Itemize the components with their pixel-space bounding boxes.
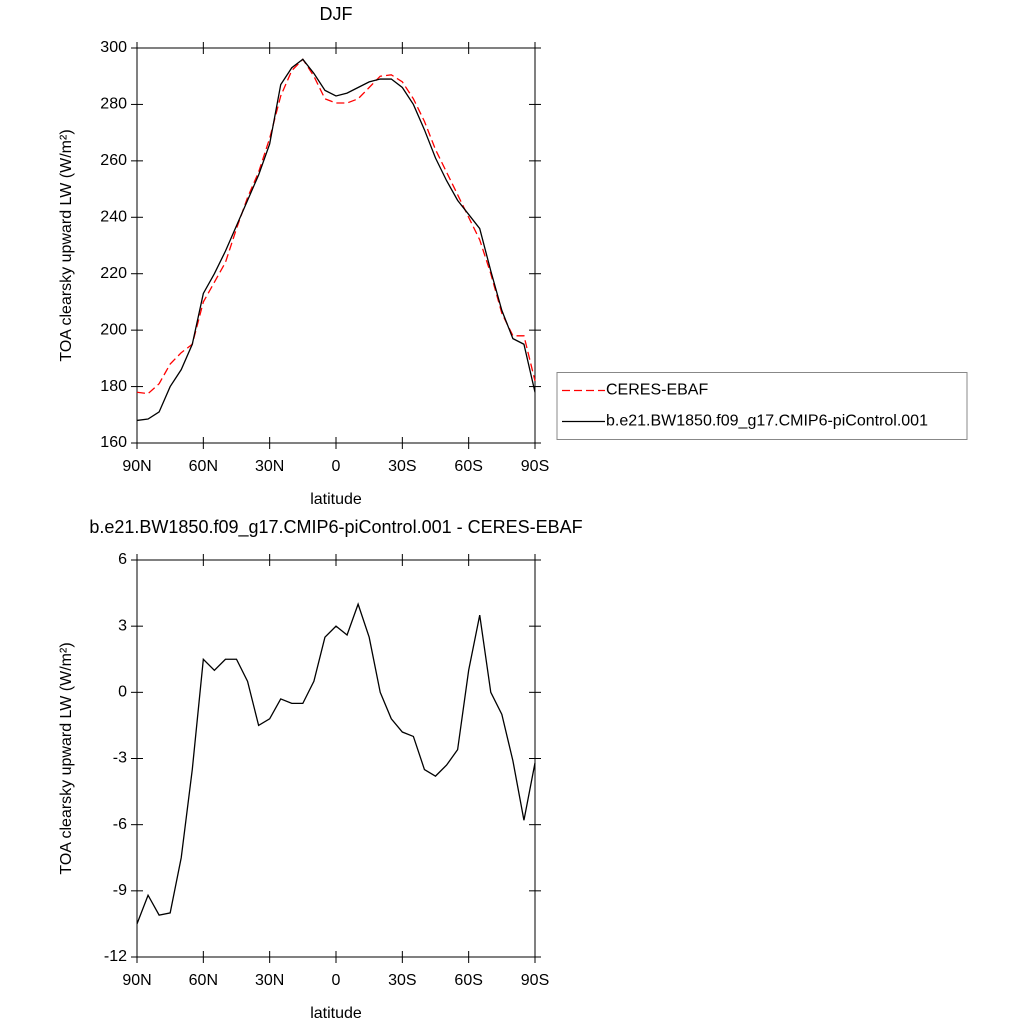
legend-label: b.e21.BW1850.f09_g17.CMIP6-piControl.001 bbox=[606, 413, 928, 430]
plot-frame bbox=[136, 47, 536, 444]
y-tick-label: 6 bbox=[118, 551, 127, 568]
y-tick-label: 280 bbox=[100, 96, 127, 113]
x-tick-label: 90N bbox=[122, 458, 151, 475]
y-axis-label: TOA clearsky upward LW (W/m²) bbox=[58, 129, 75, 361]
y-tick-label: 0 bbox=[118, 684, 127, 701]
x-tick-label: 60N bbox=[189, 458, 218, 475]
plot-frame bbox=[136, 559, 536, 958]
legend-label: CERES-EBAF bbox=[606, 382, 708, 399]
y-tick-label: 240 bbox=[100, 209, 127, 226]
y-tick-label: -9 bbox=[113, 882, 127, 899]
data-line bbox=[136, 602, 536, 925]
x-axis-label: latitude bbox=[310, 1005, 362, 1022]
y-tick-label: 220 bbox=[100, 265, 127, 282]
x-tick-label: 90S bbox=[521, 458, 549, 475]
x-tick-label: 0 bbox=[332, 972, 341, 989]
x-tick-label: 90S bbox=[521, 972, 549, 989]
x-tick-label: 30N bbox=[255, 972, 284, 989]
x-tick-label: 30S bbox=[388, 972, 416, 989]
y-tick-label: -12 bbox=[104, 948, 127, 965]
legend-box bbox=[556, 372, 968, 440]
x-tick-label: 30N bbox=[255, 458, 284, 475]
y-tick-label: -3 bbox=[113, 750, 127, 767]
data-line bbox=[136, 58, 536, 422]
y-tick-label: 300 bbox=[100, 39, 127, 56]
chart-title: b.e21.BW1850.f09_g17.CMIP6-piControl.001… bbox=[89, 517, 582, 538]
x-tick-label: 60N bbox=[189, 972, 218, 989]
x-tick-label: 30S bbox=[388, 458, 416, 475]
y-tick-label: -6 bbox=[113, 816, 127, 833]
data-line bbox=[136, 58, 536, 395]
y-tick-label: 160 bbox=[100, 434, 127, 451]
x-tick-label: 0 bbox=[332, 458, 341, 475]
x-tick-label: 60S bbox=[454, 458, 482, 475]
x-tick-label: 90N bbox=[122, 972, 151, 989]
y-axis-label: TOA clearsky upward LW (W/m²) bbox=[58, 642, 75, 874]
x-axis-label: latitude bbox=[310, 491, 362, 508]
y-tick-label: 200 bbox=[100, 321, 127, 338]
y-tick-label: 3 bbox=[118, 617, 127, 634]
x-tick-label: 60S bbox=[454, 972, 482, 989]
chart-title: DJF bbox=[320, 4, 353, 24]
y-tick-label: 260 bbox=[100, 152, 127, 169]
y-tick-label: 180 bbox=[100, 378, 127, 395]
